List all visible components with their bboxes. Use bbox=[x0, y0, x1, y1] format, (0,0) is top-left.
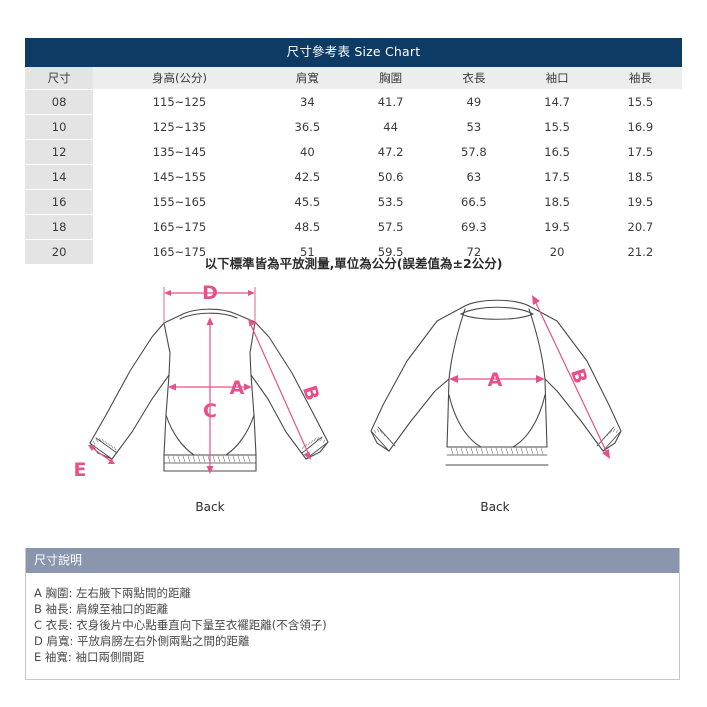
table-header: 尺寸 身高(公分) 肩寬 胸圍 衣長 袖口 袖長 bbox=[25, 66, 682, 90]
column-header-chest: 胸圍 bbox=[348, 66, 433, 90]
cell-size: 10 bbox=[25, 114, 94, 140]
cell-sleeve: 20.7 bbox=[598, 214, 682, 240]
marker-label-B: B bbox=[566, 366, 591, 387]
column-header-shoulder: 肩寬 bbox=[265, 66, 349, 90]
notes-title: 尺寸說明 bbox=[26, 548, 679, 574]
garment-illustration-right: A B bbox=[370, 295, 622, 466]
cell-chest: 50.6 bbox=[348, 164, 433, 190]
cell-sleeve: 16.9 bbox=[598, 114, 682, 140]
cell-length: 49 bbox=[432, 89, 516, 115]
cell-sleeve: 18.5 bbox=[598, 164, 682, 190]
cell-length: 57.8 bbox=[432, 139, 516, 165]
diagram-caption-left: Back bbox=[195, 500, 225, 514]
note-line-a: A 胸圍: 左右腋下兩點間的距離 bbox=[34, 586, 192, 601]
cell-height: 145~155 bbox=[93, 164, 266, 190]
cell-sleeve: 21.2 bbox=[598, 239, 682, 265]
table-row: 10 125~135 36.5 44 53 15.5 16.9 bbox=[25, 114, 682, 140]
cell-size: 18 bbox=[25, 214, 94, 240]
cell-chest: 44 bbox=[348, 114, 433, 140]
table-row: 20 165~175 51 59.5 72 20 21.2 bbox=[25, 239, 682, 265]
table-header-row: 尺寸 身高(公分) 肩寬 胸圍 衣長 袖口 袖長 bbox=[25, 66, 682, 90]
garment-diagram-right: A B Back bbox=[345, 275, 645, 520]
table-row: 12 135~145 40 47.2 57.8 16.5 17.5 bbox=[25, 139, 682, 165]
table-row: 16 155~165 45.5 53.5 66.5 18.5 19.5 bbox=[25, 189, 682, 215]
marker-label-C: C bbox=[203, 400, 217, 422]
cell-length: 66.5 bbox=[432, 189, 516, 215]
cell-size: 08 bbox=[25, 89, 94, 115]
cell-chest: 57.5 bbox=[348, 214, 433, 240]
garment-illustration-left: D A C B E bbox=[74, 282, 329, 481]
column-header-cuff: 袖口 bbox=[515, 66, 599, 90]
cell-shoulder: 40 bbox=[265, 139, 349, 165]
cell-cuff: 14.7 bbox=[515, 89, 599, 115]
size-chart-block: 尺寸參考表 Size Chart 尺寸 身高(公分) 肩寬 胸圍 衣長 袖口 袖… bbox=[25, 38, 682, 265]
size-chart-table: 尺寸 身高(公分) 肩寬 胸圍 衣長 袖口 袖長 08 115~125 34 4… bbox=[25, 66, 682, 265]
cell-size: 20 bbox=[25, 239, 94, 265]
column-header-length: 衣長 bbox=[432, 66, 516, 90]
page-title: 尺寸參考表 Size Chart bbox=[25, 38, 682, 67]
cell-size: 14 bbox=[25, 164, 94, 190]
cell-height: 155~165 bbox=[93, 189, 266, 215]
cell-shoulder: 48.5 bbox=[265, 214, 349, 240]
column-header-height: 身高(公分) bbox=[93, 66, 266, 90]
cell-length: 53 bbox=[432, 114, 516, 140]
marker-label-D: D bbox=[202, 282, 218, 304]
cell-chest: 47.2 bbox=[348, 139, 433, 165]
cell-height: 135~145 bbox=[93, 139, 266, 165]
marker-label-E: E bbox=[74, 459, 87, 481]
cell-shoulder: 45.5 bbox=[265, 189, 349, 215]
cell-size: 16 bbox=[25, 189, 94, 215]
cell-shoulder: 42.5 bbox=[265, 164, 349, 190]
cell-sleeve: 17.5 bbox=[598, 139, 682, 165]
table-body: 08 115~125 34 41.7 49 14.7 15.5 10 125~1… bbox=[25, 89, 682, 265]
note-line-b: B 袖長: 肩線至袖口的距離 bbox=[34, 602, 169, 617]
cell-cuff: 17.5 bbox=[515, 164, 599, 190]
marker-label-A: A bbox=[230, 377, 245, 399]
cell-length: 69.3 bbox=[432, 214, 516, 240]
cell-length: 63 bbox=[432, 164, 516, 190]
cell-size: 12 bbox=[25, 139, 94, 165]
cell-height: 115~125 bbox=[93, 89, 266, 115]
cell-chest: 59.5 bbox=[348, 239, 433, 265]
table-row: 14 145~155 42.5 50.6 63 17.5 18.5 bbox=[25, 164, 682, 190]
note-line-c: C 衣長: 衣身後片中心點垂直向下量至衣襬距離(不含領子) bbox=[34, 618, 327, 633]
cell-cuff: 16.5 bbox=[515, 139, 599, 165]
cell-cuff: 15.5 bbox=[515, 114, 599, 140]
cell-height: 125~135 bbox=[93, 114, 266, 140]
note-line-d: D 肩寬: 平放肩膀左右外側兩點之間的距離 bbox=[34, 634, 250, 649]
cell-height: 165~175 bbox=[93, 214, 266, 240]
cell-chest: 41.7 bbox=[348, 89, 433, 115]
cell-cuff: 20 bbox=[515, 239, 599, 265]
cell-cuff: 18.5 bbox=[515, 189, 599, 215]
cell-height: 165~175 bbox=[93, 239, 266, 265]
cell-chest: 53.5 bbox=[348, 189, 433, 215]
note-line-e: E 袖寬: 袖口兩側間距 bbox=[34, 650, 145, 665]
size-notes-block: 尺寸說明 A 胸圍: 左右腋下兩點間的距離 B 袖長: 肩線至袖口的距離 C 衣… bbox=[25, 548, 680, 681]
cell-shoulder: 34 bbox=[265, 89, 349, 115]
column-header-size: 尺寸 bbox=[25, 66, 94, 90]
cell-sleeve: 19.5 bbox=[598, 189, 682, 215]
measurement-note: 以下標準皆為平放測量,單位為公分(誤差值為±2公分) bbox=[204, 256, 503, 271]
table-row: 08 115~125 34 41.7 49 14.7 15.5 bbox=[25, 89, 682, 115]
column-header-sleeve: 袖長 bbox=[598, 66, 682, 90]
cell-shoulder: 36.5 bbox=[265, 114, 349, 140]
marker-label-A: A bbox=[488, 369, 503, 391]
cell-sleeve: 15.5 bbox=[598, 89, 682, 115]
garment-diagrams: D A C B E Back bbox=[25, 275, 682, 520]
cell-cuff: 19.5 bbox=[515, 214, 599, 240]
cell-length: 72 bbox=[432, 239, 516, 265]
marker-label-B: B bbox=[298, 383, 323, 404]
notes-body: A 胸圍: 左右腋下兩點間的距離 B 袖長: 肩線至袖口的距離 C 衣長: 衣身… bbox=[26, 573, 679, 679]
cell-shoulder: 51 bbox=[265, 239, 349, 265]
table-row: 18 165~175 48.5 57.5 69.3 19.5 20.7 bbox=[25, 214, 682, 240]
garment-diagram-left: D A C B E Back bbox=[60, 275, 360, 520]
diagram-caption-right: Back bbox=[480, 500, 510, 514]
